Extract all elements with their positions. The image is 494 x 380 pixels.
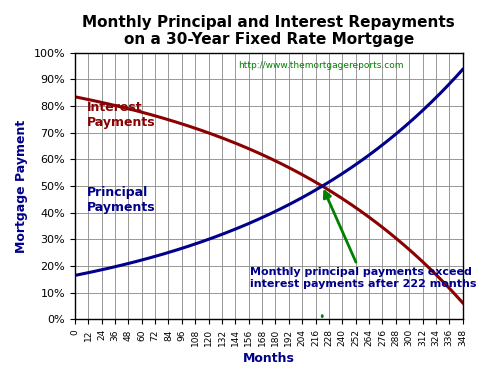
Text: Monthly principal payments exceed
interest payments after 222 months: Monthly principal payments exceed intere… xyxy=(250,192,476,289)
Y-axis label: Mortgage Payment: Mortgage Payment xyxy=(15,119,28,253)
Text: http://www.themortgagereports.com: http://www.themortgagereports.com xyxy=(238,61,403,70)
Title: Monthly Principal and Interest Repayments
on a 30-Year Fixed Rate Mortgage: Monthly Principal and Interest Repayment… xyxy=(82,15,455,48)
Text: Interest
Payments: Interest Payments xyxy=(86,101,155,129)
X-axis label: Months: Months xyxy=(243,352,295,365)
Text: Principal
Payments: Principal Payments xyxy=(86,186,155,214)
